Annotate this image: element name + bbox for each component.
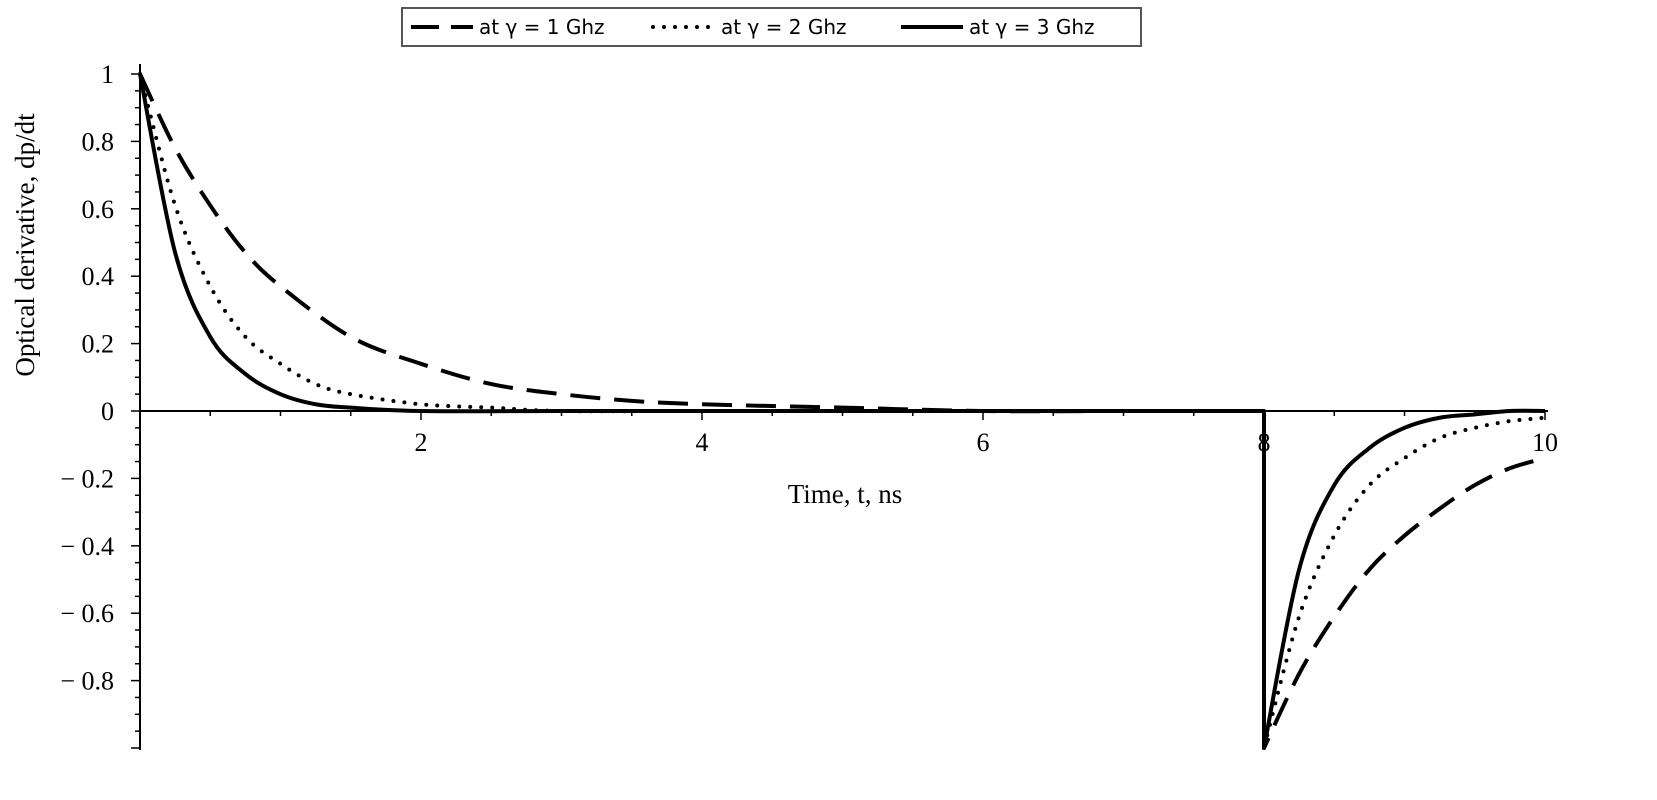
y-tick-label: 0.4 (82, 262, 115, 291)
y-tick-label: − 0.4 (60, 532, 114, 561)
series-line-2 (138, 72, 1547, 750)
tick-labels-layer: 2 4 6 8 10 1 0.8 0.6 0.4 0.2 0 − 0.2 − 0.4 − 0.6 − 0.8 (60, 60, 1558, 696)
legend-label-1: at γ = 1 Ghz (479, 15, 605, 39)
x-tick-label: 8 (1258, 428, 1271, 457)
y-tick-label: 1 (101, 60, 114, 89)
legend-box (401, 7, 1142, 47)
y-tick-label: − 0.8 (60, 667, 114, 696)
axes-layer (131, 64, 1548, 750)
y-tick-label: 0.8 (82, 127, 115, 156)
x-tick-label: 2 (415, 428, 428, 457)
legend-label-3: at γ = 3 Ghz (969, 15, 1095, 39)
x-tick-label: 10 (1532, 428, 1558, 457)
x-tick-label: 4 (696, 428, 709, 457)
x-axis-title: Time, t, ns (788, 479, 903, 509)
series-line-1 (138, 73, 1546, 750)
x-tick-label: 6 (977, 428, 990, 457)
legend: at γ = 1 Ghz at γ = 2 Ghz at γ = 3 Ghz (401, 7, 1142, 47)
legend-label-2: at γ = 2 Ghz (721, 15, 847, 39)
y-tick-label: 0.2 (82, 330, 115, 359)
y-axis-title: Optical derivative, dp/dt (10, 113, 40, 377)
y-tick-label: − 0.6 (60, 599, 114, 628)
y-tick-label: 0 (101, 397, 114, 426)
y-tick-label: − 0.2 (60, 464, 114, 493)
y-tick-label: 0.6 (82, 195, 115, 224)
